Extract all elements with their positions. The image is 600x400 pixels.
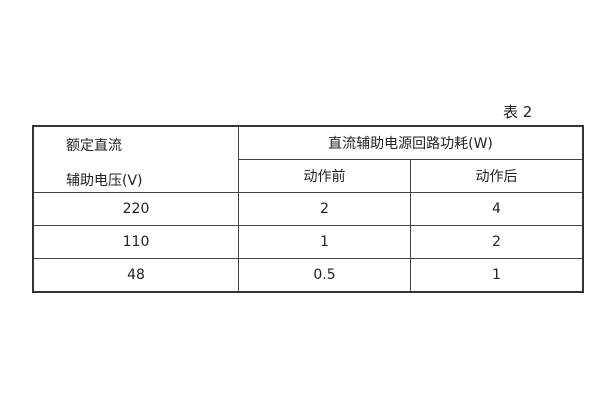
power-consumption-table: 额定直流 辅助电压(V) 直流辅助电源回路功耗(W) 动作前 动作后 220 2… (32, 125, 584, 293)
subheader-before: 动作前 (238, 159, 411, 193)
cell-voltage: 220 (32, 192, 239, 226)
table-caption: 表 2 (503, 103, 533, 121)
corner-header: 额定直流 辅助电压(V) (32, 125, 239, 193)
cell-before: 1 (238, 225, 411, 259)
cell-voltage: 48 (32, 258, 239, 293)
corner-header-line2: 辅助电压(V) (66, 173, 143, 189)
cell-before: 2 (238, 192, 411, 226)
corner-header-line1: 额定直流 (66, 138, 122, 154)
cell-after: 4 (410, 192, 584, 226)
cell-before: 0.5 (238, 258, 411, 293)
table-row: 220 2 4 (32, 192, 584, 226)
cell-voltage: 110 (32, 225, 239, 259)
header-row: 额定直流 辅助电压(V) 直流辅助电源回路功耗(W) (32, 125, 584, 193)
subheader-after: 动作后 (410, 159, 584, 193)
subheader-row: 动作前 动作后 (33, 159, 584, 193)
cell-after: 2 (410, 225, 584, 259)
cell-after: 1 (410, 258, 584, 293)
group-header: 直流辅助电源回路功耗(W) (238, 125, 584, 160)
table-row: 48 0.5 1 (32, 258, 584, 293)
table-row: 110 1 2 (32, 225, 584, 259)
